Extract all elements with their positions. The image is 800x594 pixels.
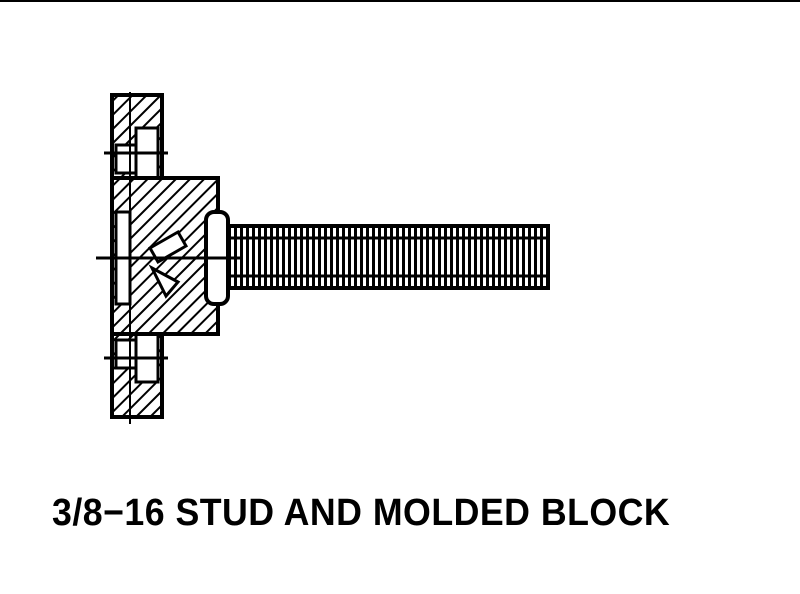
stud-block-diagram [96,92,550,424]
threaded-stud [226,224,550,290]
lower-mounting-hole [104,328,168,384]
top-border-rule [0,0,800,2]
diagram-caption: 3/8−16 STUD AND MOLDED BLOCK [52,492,671,534]
center-lines [96,92,240,424]
